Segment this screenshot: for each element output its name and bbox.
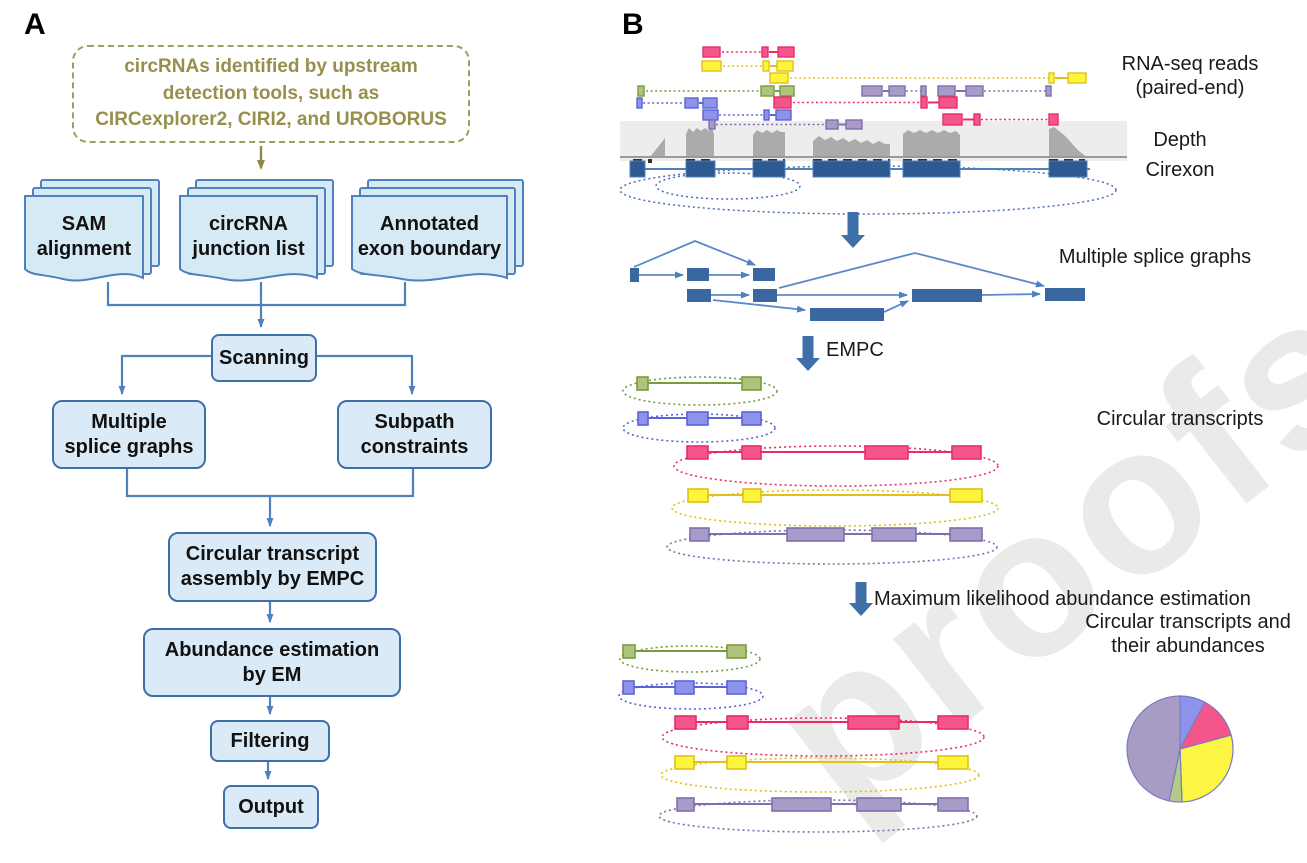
label-empc: EMPC xyxy=(826,339,884,361)
flow-box-circular-assembly: Circular transcript assembly by EMPC xyxy=(168,532,377,602)
label-rna-seq-reads: RNA-seq reads (paired-end) xyxy=(1121,53,1259,100)
label-multiple-splice-graphs: Multiple splice graphs xyxy=(1058,246,1252,268)
flow-connectors xyxy=(106,282,416,780)
label-cirexon: Cirexon xyxy=(1145,159,1215,181)
flow-box-output: Output xyxy=(223,785,319,829)
doc-label-sam: SAM alignment xyxy=(36,213,132,260)
doc-label-junction: circRNA junction list xyxy=(192,213,305,260)
label-max-likelihood: Maximum likelihood abundance estimation xyxy=(874,588,1251,610)
upstream-tools-box: circRNAs identified by upstream detectio… xyxy=(72,45,470,143)
flow-box-scanning: Scanning xyxy=(211,334,317,382)
panel-a-label: A xyxy=(24,8,46,41)
pie-slice xyxy=(1179,734,1234,803)
panel-b-label: B xyxy=(622,8,644,41)
panel-b-graphics xyxy=(618,46,1234,833)
doc-page-front xyxy=(351,195,508,282)
label-depth: Depth xyxy=(1153,129,1207,151)
flow-box-multiple-splice-graphs: Multiple splice graphs xyxy=(52,400,206,469)
doc-page-front xyxy=(179,195,318,282)
doc-stack-annotated xyxy=(351,179,524,282)
flow-box-filtering: Filtering xyxy=(210,720,330,762)
pie-slice xyxy=(1126,695,1181,802)
label-circular-transcripts: Circular transcripts xyxy=(1096,408,1264,430)
doc-stack-junction xyxy=(179,179,334,282)
label-circular-abundances: Circular transcripts and their abundance… xyxy=(1085,611,1291,658)
flow-box-abundance-estimation: Abundance estimation by EM xyxy=(143,628,401,697)
doc-label-annotated: Annotated exon boundary xyxy=(357,213,502,260)
doc-page-front xyxy=(24,195,144,282)
flow-box-subpath-constraints: Subpath constraints xyxy=(337,400,492,469)
doc-stack-sam xyxy=(24,179,160,282)
